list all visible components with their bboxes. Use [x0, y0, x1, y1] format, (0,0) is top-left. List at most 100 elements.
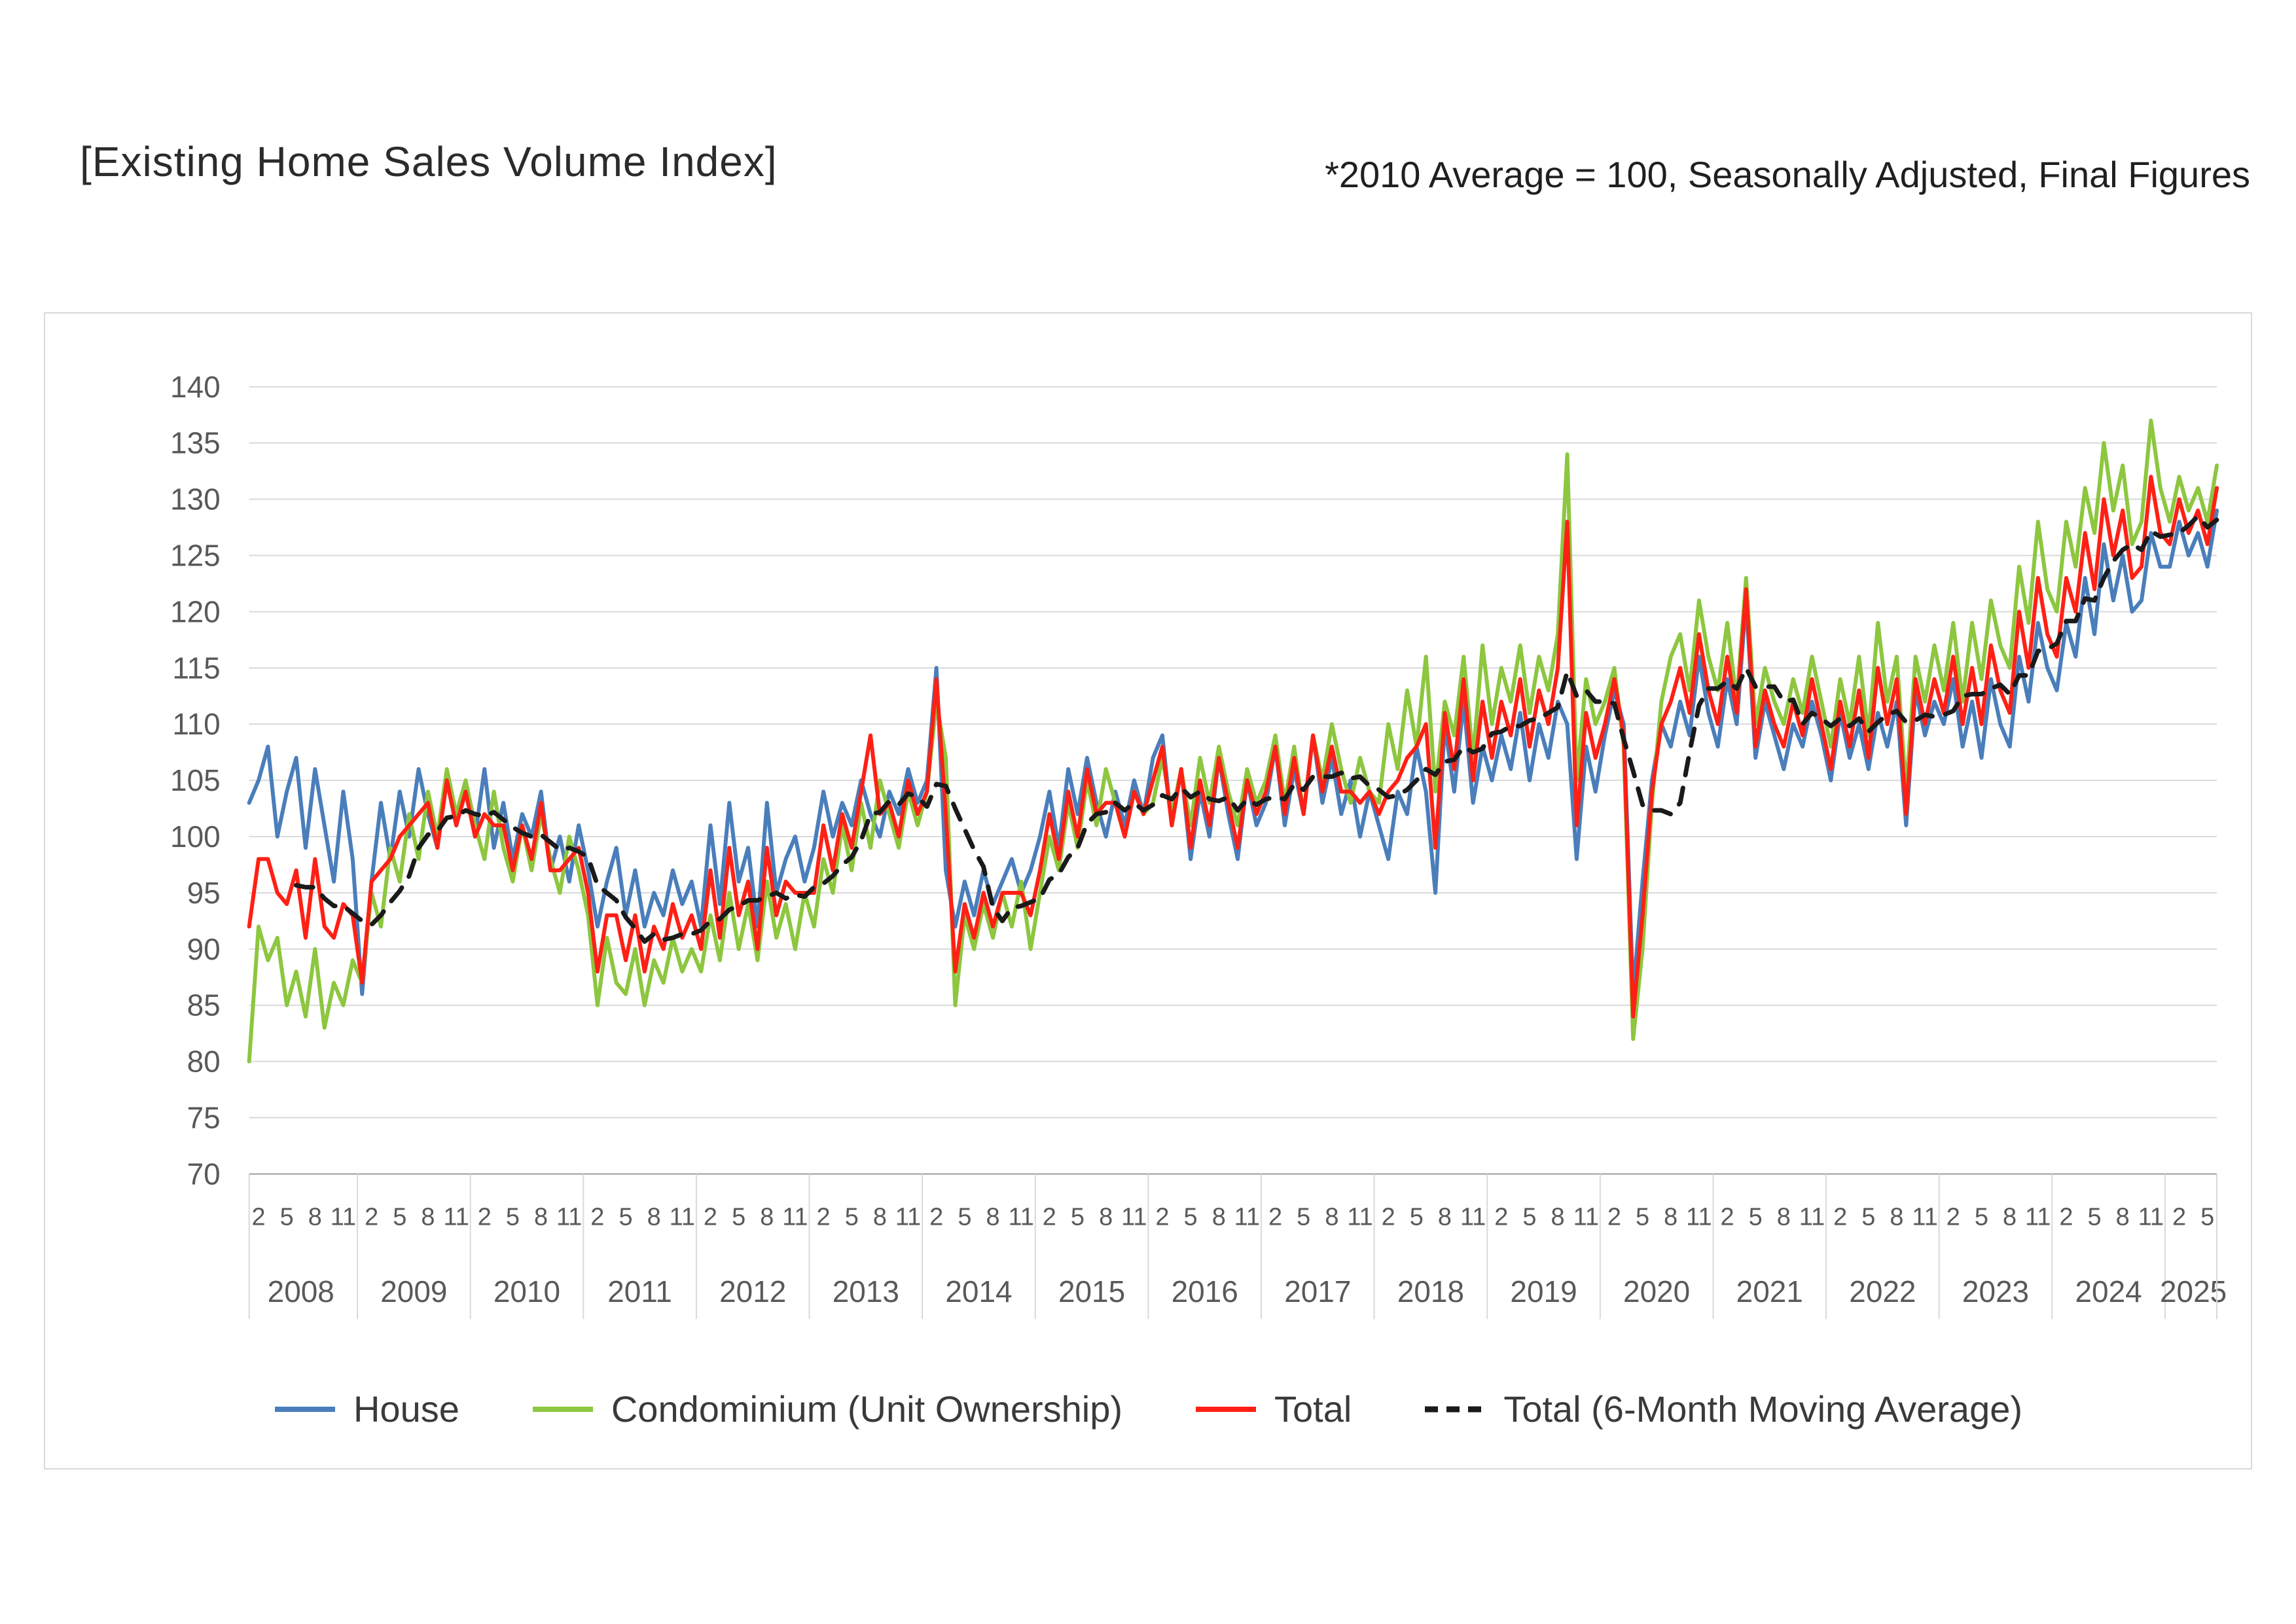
svg-text:90: 90 — [187, 932, 221, 966]
svg-text:2021: 2021 — [1736, 1274, 1803, 1308]
svg-text:11: 11 — [670, 1203, 695, 1231]
svg-text:5: 5 — [1297, 1203, 1310, 1231]
chart-title: [Existing Home Sales Volume Index] — [80, 138, 778, 185]
svg-text:5: 5 — [619, 1203, 632, 1231]
legend-label: Total (6-Month Moving Average) — [1503, 1388, 2023, 1430]
svg-text:11: 11 — [1347, 1203, 1372, 1231]
legend-label: Total — [1274, 1388, 1352, 1430]
svg-text:11: 11 — [1573, 1203, 1599, 1231]
svg-text:8: 8 — [1438, 1203, 1452, 1231]
svg-text:8: 8 — [421, 1203, 435, 1231]
svg-text:2: 2 — [2059, 1203, 2073, 1231]
svg-text:11: 11 — [782, 1203, 808, 1231]
legend-marker-line — [532, 1406, 593, 1412]
svg-text:8: 8 — [760, 1203, 774, 1231]
svg-text:11: 11 — [2138, 1203, 2164, 1231]
legend-item: Condominium (Unit Ownership) — [531, 1388, 1122, 1430]
svg-text:75: 75 — [187, 1101, 221, 1135]
svg-text:2: 2 — [1833, 1203, 1847, 1231]
svg-text:2: 2 — [817, 1203, 831, 1231]
svg-text:2: 2 — [929, 1203, 943, 1231]
svg-text:5: 5 — [1410, 1203, 1424, 1231]
svg-text:2: 2 — [1607, 1203, 1621, 1231]
svg-text:11: 11 — [1121, 1203, 1147, 1231]
svg-text:11: 11 — [895, 1203, 921, 1231]
svg-text:2: 2 — [1494, 1203, 1508, 1231]
svg-text:130: 130 — [170, 482, 221, 516]
svg-text:8: 8 — [1551, 1203, 1565, 1231]
svg-text:5: 5 — [1861, 1203, 1875, 1231]
legend-item: Total — [1194, 1388, 1352, 1430]
legend-marker-dashed-line — [1425, 1406, 1486, 1412]
svg-text:8: 8 — [1664, 1203, 1677, 1231]
line-chart: 7075808590951001051101151201251301351402… — [170, 370, 2227, 1320]
svg-text:8: 8 — [2116, 1203, 2130, 1231]
svg-text:5: 5 — [1975, 1203, 1988, 1231]
svg-text:11: 11 — [1912, 1203, 1937, 1231]
svg-text:2016: 2016 — [1172, 1274, 1238, 1308]
legend-marker-line — [1196, 1406, 1257, 1412]
svg-text:2011: 2011 — [607, 1274, 672, 1308]
svg-text:5: 5 — [506, 1203, 520, 1231]
svg-text:2008: 2008 — [268, 1274, 334, 1308]
svg-text:8: 8 — [873, 1203, 887, 1231]
chart-legend: House Condominium (Unit Ownership) Total To… — [45, 1388, 2251, 1430]
svg-text:125: 125 — [170, 539, 221, 573]
svg-text:5: 5 — [1071, 1203, 1085, 1231]
svg-text:80: 80 — [187, 1045, 221, 1079]
svg-text:8: 8 — [308, 1203, 322, 1231]
legend-label: House — [353, 1388, 459, 1430]
svg-text:11: 11 — [1799, 1203, 1825, 1231]
svg-text:2: 2 — [365, 1203, 378, 1231]
svg-text:2025: 2025 — [2160, 1274, 2227, 1308]
svg-text:2024: 2024 — [2075, 1274, 2142, 1308]
svg-text:2: 2 — [1268, 1203, 1282, 1231]
svg-text:11: 11 — [1686, 1203, 1712, 1231]
svg-text:2: 2 — [1382, 1203, 1395, 1231]
svg-text:5: 5 — [2200, 1203, 2214, 1231]
svg-text:5: 5 — [393, 1203, 406, 1231]
svg-text:2023: 2023 — [1962, 1274, 2029, 1308]
svg-text:100: 100 — [170, 820, 221, 854]
legend-item: Total (6-Month Moving Average) — [1424, 1388, 2022, 1430]
legend-marker-line — [274, 1406, 335, 1412]
svg-text:115: 115 — [172, 651, 220, 685]
svg-text:11: 11 — [331, 1203, 356, 1231]
svg-text:140: 140 — [170, 370, 221, 404]
svg-text:2014: 2014 — [945, 1274, 1012, 1308]
svg-text:5: 5 — [845, 1203, 859, 1231]
svg-text:8: 8 — [1099, 1203, 1113, 1231]
svg-text:5: 5 — [2087, 1203, 2101, 1231]
svg-text:5: 5 — [958, 1203, 971, 1231]
svg-text:2: 2 — [1720, 1203, 1734, 1231]
svg-text:2015: 2015 — [1058, 1274, 1125, 1308]
legend-label: Condominium (Unit Ownership) — [611, 1388, 1123, 1430]
svg-text:8: 8 — [1325, 1203, 1338, 1231]
svg-text:2012: 2012 — [719, 1274, 786, 1308]
svg-text:8: 8 — [1212, 1203, 1226, 1231]
svg-text:8: 8 — [534, 1203, 548, 1231]
svg-text:95: 95 — [187, 876, 221, 910]
svg-text:11: 11 — [1460, 1203, 1486, 1231]
svg-text:2010: 2010 — [493, 1274, 560, 1308]
svg-text:11: 11 — [1008, 1203, 1033, 1231]
svg-text:2: 2 — [704, 1203, 717, 1231]
svg-text:2: 2 — [251, 1203, 265, 1231]
svg-text:5: 5 — [1522, 1203, 1536, 1231]
chart-box: 70 75 80 85 90 95 100 105 110 115 120 125 130 135 140 2… — [44, 312, 2252, 1470]
svg-text:2018: 2018 — [1397, 1274, 1464, 1308]
svg-text:2: 2 — [1946, 1203, 1960, 1231]
svg-text:8: 8 — [2003, 1203, 2017, 1231]
svg-text:2: 2 — [1043, 1203, 1056, 1231]
svg-text:5: 5 — [1749, 1203, 1763, 1231]
svg-text:11: 11 — [2025, 1203, 2051, 1231]
svg-text:8: 8 — [1890, 1203, 1903, 1231]
svg-text:2: 2 — [1155, 1203, 1169, 1231]
svg-text:120: 120 — [170, 594, 221, 628]
svg-text:2017: 2017 — [1284, 1274, 1351, 1308]
chart-subtitle-note: *2010 Average = 100, Seasonally Adjusted… — [1325, 154, 2250, 195]
svg-text:5: 5 — [1184, 1203, 1198, 1231]
svg-text:11: 11 — [556, 1203, 582, 1231]
svg-text:2020: 2020 — [1623, 1274, 1690, 1308]
